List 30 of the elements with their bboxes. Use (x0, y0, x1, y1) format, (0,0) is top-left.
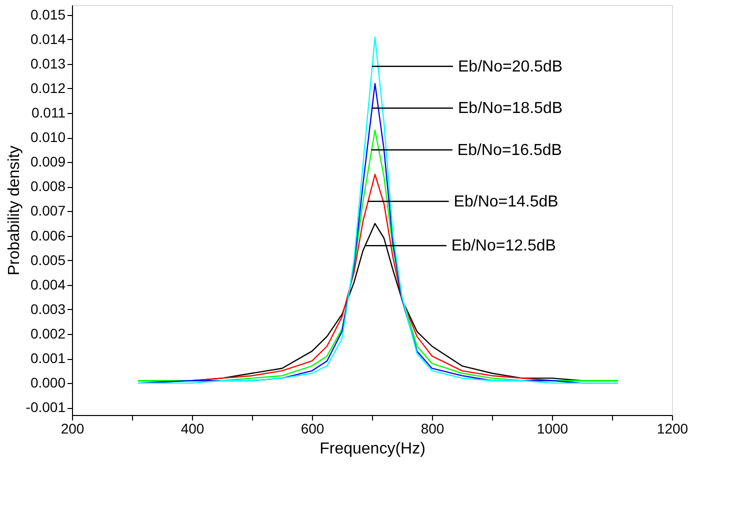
annotation: Eb/No=18.5dB (458, 100, 563, 118)
y-tick-label: 0.008 (30, 178, 66, 194)
x-axis-title: Frequency(Hz) (320, 440, 426, 458)
y-tick-label: 0.015 (30, 6, 66, 22)
x-tick-label: 200 (60, 420, 84, 436)
y-tick-label: 0.000 (30, 374, 66, 391)
y-tick-label: 0.002 (30, 325, 66, 342)
y-tick-label: 0.001 (30, 350, 66, 366)
y-axis-title: Probability density (6, 146, 23, 276)
y-tick-label: -0.001 (26, 399, 66, 416)
y-tick-label: 0.011 (32, 104, 66, 121)
y-tick-label: 0.010 (30, 129, 66, 146)
annotation: Eb/No=12.5dB (451, 238, 556, 255)
x-tick-label: 400 (180, 420, 204, 436)
annotation: Eb/No=16.5dB (457, 142, 562, 159)
y-tick-label: 0.006 (30, 227, 66, 244)
x-tick-label: 600 (300, 420, 324, 436)
y-tick-label: 0.014 (30, 30, 66, 47)
y-tick-label: 0.013 (30, 55, 66, 72)
x-tick-label: 1200 (656, 420, 688, 436)
x-tick-label: 1000 (536, 420, 568, 436)
x-tick-label: 800 (420, 420, 444, 436)
y-tick-label: 0.007 (30, 202, 66, 219)
annotation: Eb/No=20.5dB (458, 58, 563, 76)
y-tick-label: 0.003 (30, 300, 66, 317)
y-tick-label: 0.004 (30, 276, 66, 292)
y-tick-label: 0.005 (30, 252, 66, 268)
y-tick-label: 0.012 (30, 80, 66, 96)
y-tick-label: 0.009 (30, 154, 66, 170)
annotation: Eb/No=14.5dB (454, 193, 558, 210)
